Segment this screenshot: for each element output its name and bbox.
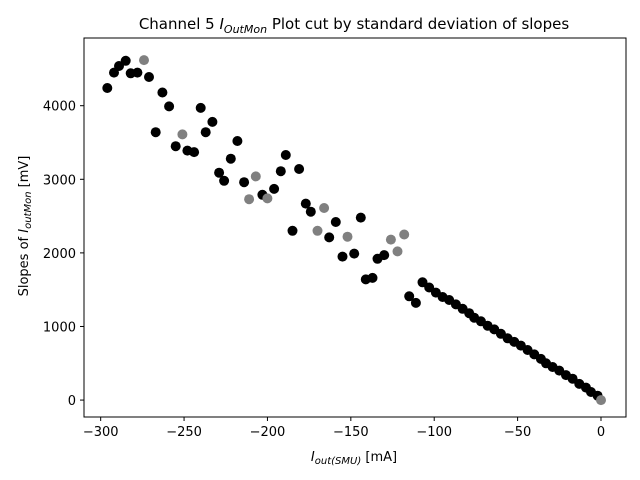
x-tick-label: −300 (83, 425, 119, 440)
axes-layer: −300 −250 −200 −150 −100 −50 0 0 1000 2000 3000 400… (43, 37, 627, 440)
kept-point (379, 250, 390, 261)
kept-point (170, 141, 181, 152)
chart-title: Channel 5 IOutMon Plot cut by standard d… (139, 15, 570, 36)
kept-point (132, 67, 143, 78)
kept-point (239, 177, 250, 188)
kept-point (120, 55, 131, 66)
kept-point (337, 251, 348, 262)
kept-point (287, 225, 298, 236)
kept-point (269, 183, 280, 194)
kept-point (367, 272, 378, 283)
kept-point (410, 297, 421, 308)
kept-point (232, 136, 243, 146)
cut-point (399, 229, 410, 240)
cut-point (177, 129, 188, 140)
cut-point (244, 194, 255, 205)
kept-point (144, 72, 154, 82)
kept-point (200, 127, 211, 138)
kept-point (294, 164, 305, 174)
cut-point (392, 246, 403, 257)
cut-point (319, 203, 330, 213)
kept-point (207, 116, 218, 127)
cut-point (250, 171, 261, 182)
y-axis-label: Slopes of IoutMon [mV] (17, 156, 34, 297)
data-points-layer (102, 55, 606, 406)
kept-point (355, 212, 366, 223)
kept-point (300, 198, 311, 209)
x-tick-label: 0 (597, 425, 605, 440)
kept-point (330, 217, 341, 227)
y-tick-label: 4000 (43, 100, 76, 115)
kept-point (214, 167, 225, 178)
y-tick-label: 1000 (43, 320, 76, 335)
x-tick-label: −150 (333, 425, 369, 440)
y-tick-label: 2000 (43, 247, 76, 262)
cut-point (342, 231, 353, 242)
kept-point (164, 101, 175, 112)
y-tick-label: 3000 (43, 173, 76, 188)
x-tick-label: −200 (250, 425, 286, 440)
kept-point (102, 83, 113, 93)
kept-point (305, 206, 316, 217)
plot-frame (83, 37, 627, 418)
kept-point (157, 87, 168, 98)
cut-point (262, 193, 273, 204)
kept-point (189, 147, 200, 158)
cut-point (385, 234, 396, 245)
kept-point (219, 175, 230, 186)
cut-point (139, 55, 149, 66)
cut-point (596, 395, 606, 406)
x-tick-label: −250 (166, 425, 202, 440)
cut-point (312, 225, 323, 236)
y-tick-label: 0 (68, 394, 76, 409)
kept-point (150, 127, 161, 138)
kept-point (275, 166, 286, 177)
x-tick-label: −100 (416, 425, 452, 440)
x-axis-label: Iout(SMU) [mA] (311, 450, 397, 467)
kept-point (324, 232, 335, 243)
kept-point (349, 248, 360, 259)
x-tick-label: −50 (504, 425, 531, 440)
kept-point (404, 291, 415, 302)
kept-point (280, 150, 291, 160)
kept-point (195, 102, 206, 113)
kept-point (225, 153, 236, 164)
